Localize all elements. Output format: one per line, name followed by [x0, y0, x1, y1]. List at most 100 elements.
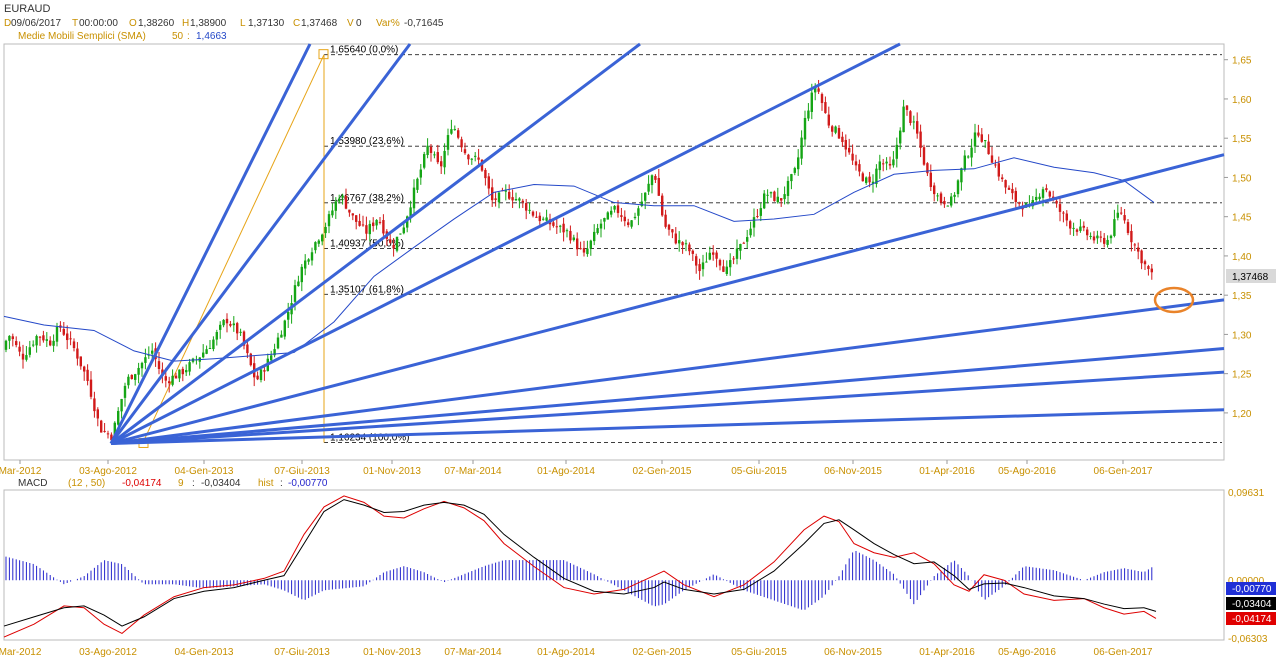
candle-body — [630, 220, 633, 227]
candle-body — [868, 176, 871, 183]
candle-body — [939, 193, 943, 203]
candle-body — [110, 434, 113, 441]
sma-legend: Medie Mobili Semplici (SMA) 50 : 1,4663 — [18, 31, 227, 42]
candle-body — [72, 341, 76, 349]
date-tick-label: Mar-2012 — [0, 466, 42, 477]
candle-body — [219, 324, 222, 330]
candle-body — [1048, 191, 1051, 197]
fib-level-label: 1,40937 (50,0%) — [330, 239, 404, 250]
candle-body — [433, 154, 436, 156]
candle-body — [249, 353, 252, 366]
highlight-circle — [1153, 286, 1195, 314]
candle-body — [718, 260, 722, 266]
candle-body — [229, 323, 232, 326]
candle-body — [15, 341, 18, 346]
ohlc-info: D 09/06/2017 T 00:00:00 O 1,38260 H 1,38… — [4, 18, 444, 29]
candle-body — [1082, 225, 1085, 228]
info-d-value: 09/06/2017 — [11, 18, 61, 29]
gann-fan-line — [110, 347, 1225, 446]
candle-body — [69, 338, 72, 340]
candle-body — [892, 159, 895, 166]
macd-date-tick-label: 05-Ago-2016 — [998, 647, 1056, 658]
info-d-label: D — [4, 18, 11, 29]
candle-body — [722, 266, 725, 272]
candle-body — [86, 369, 89, 381]
candle-body — [477, 157, 480, 160]
candle-body — [603, 218, 606, 222]
date-tick-label: 01-Nov-2013 — [363, 466, 421, 477]
candle-body — [45, 339, 48, 341]
price-tick-label: 1,40 — [1232, 252, 1252, 263]
candle-body — [212, 339, 215, 350]
date-tick-label: 07-Mar-2014 — [444, 466, 502, 477]
candle-body — [130, 374, 133, 379]
candle-body — [528, 209, 531, 211]
candle-body — [365, 225, 368, 234]
candle-body — [895, 144, 898, 159]
macd-hist-label: hist — [258, 478, 274, 489]
candle-body — [440, 161, 443, 167]
candle-body — [93, 398, 96, 412]
date-tick-label: 02-Gen-2015 — [633, 466, 692, 477]
candle-body — [127, 376, 130, 386]
last-price-badge — [1226, 269, 1276, 283]
candle-body — [117, 410, 120, 425]
candle-body — [946, 205, 949, 207]
candle-body — [106, 433, 110, 435]
candle-body — [508, 191, 511, 199]
candle-body — [239, 331, 242, 333]
candle-body — [610, 210, 613, 215]
info-o-label: O — [129, 18, 137, 29]
candle-body — [28, 347, 31, 355]
candle-body — [967, 156, 970, 158]
candle-body — [443, 150, 446, 168]
candle-body — [21, 353, 25, 360]
candle-body — [950, 196, 953, 206]
candle-body — [215, 332, 218, 340]
candle-body — [1045, 188, 1048, 191]
gann-fan-line — [110, 408, 1225, 446]
candle-body — [35, 336, 38, 346]
candle-body — [569, 230, 572, 241]
candle-body — [555, 226, 558, 228]
candle-body — [752, 217, 756, 228]
candle-body — [304, 260, 307, 269]
candle-body — [1004, 180, 1007, 188]
candle-body — [1113, 219, 1116, 236]
macd-badge-label: -0,03404 — [1232, 599, 1272, 610]
candle-body — [698, 264, 701, 272]
info-t-value: 00:00:00 — [79, 18, 118, 29]
candle-body — [293, 285, 297, 302]
info-h-label: H — [182, 18, 189, 29]
candle-body — [899, 130, 902, 144]
info-l-value: 1,37130 — [248, 18, 285, 29]
candle-body — [654, 175, 657, 180]
fib-handle-top — [318, 49, 329, 60]
candle-body — [909, 111, 912, 123]
sma-period: 50 — [172, 31, 184, 42]
candle-body — [681, 242, 684, 246]
price-tick-label: 1,20 — [1232, 409, 1252, 420]
candle-body — [11, 336, 14, 340]
candle-body — [307, 259, 310, 262]
candle-body — [1147, 266, 1150, 270]
macd-badge — [1226, 597, 1276, 610]
candle-body — [38, 336, 42, 338]
candle-body — [773, 191, 776, 202]
macd-histogram — [5, 551, 1153, 610]
macd-date-tick-label: 01-Nov-2013 — [363, 647, 421, 658]
candle-body — [89, 379, 93, 397]
candle-body — [763, 193, 766, 209]
info-var-label: Var% — [376, 18, 400, 29]
candle-body — [684, 243, 688, 245]
candle-body — [341, 195, 344, 198]
candle-body — [1014, 190, 1017, 203]
candle-body — [225, 318, 229, 324]
candle-body — [171, 375, 174, 385]
candle-body — [729, 260, 732, 268]
macd-signal-sep: : — [192, 478, 195, 489]
candle-body — [997, 163, 1000, 177]
candle-body — [372, 222, 375, 227]
candle-body — [327, 214, 331, 227]
candle-body — [688, 244, 691, 252]
